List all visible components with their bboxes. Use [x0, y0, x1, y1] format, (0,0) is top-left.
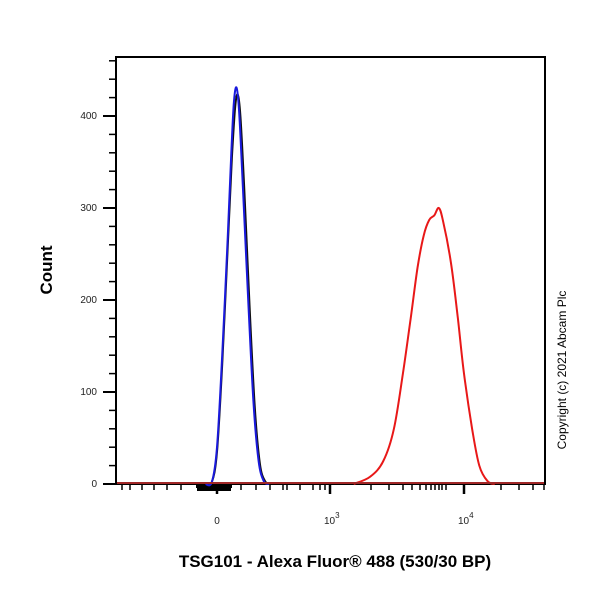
y-tick-label-300: 300	[80, 203, 97, 214]
x-tick-label-0: 0	[214, 516, 220, 527]
y-axis-ticks	[103, 60, 116, 485]
y-axis-title: Count	[37, 245, 56, 294]
series-red-line	[353, 206, 496, 485]
series-blue-line	[205, 86, 270, 487]
x-axis-title: TSG101 - Alexa Fluor® 488 (530/30 BP)	[179, 552, 491, 571]
x-tick-base: 10	[324, 516, 336, 527]
x-axis-ticks	[121, 484, 545, 494]
x-tick-exponent: 3	[335, 511, 340, 520]
copyright-notice: Copyright (c) 2021 Abcam Plc	[555, 291, 569, 450]
y-axis-labels: 0 100 200 300 400	[80, 111, 97, 490]
x-tick-base: 10	[458, 516, 470, 527]
x-axis-labels: 0 103 104	[214, 511, 474, 527]
y-tick-label-400: 400	[80, 111, 97, 122]
histogram-series	[205, 86, 496, 487]
y-tick-label-0: 0	[91, 479, 97, 490]
x-zero-region-ticks	[196, 484, 232, 488]
series-black-line	[205, 93, 271, 487]
x-tick-label-1e4: 104	[458, 511, 474, 527]
plot-frame	[115, 56, 546, 485]
y-tick-label-200: 200	[80, 295, 97, 306]
x-tick-label-1e3: 103	[324, 511, 340, 527]
y-tick-label-100: 100	[80, 387, 97, 398]
x-tick-exponent: 4	[469, 511, 474, 520]
